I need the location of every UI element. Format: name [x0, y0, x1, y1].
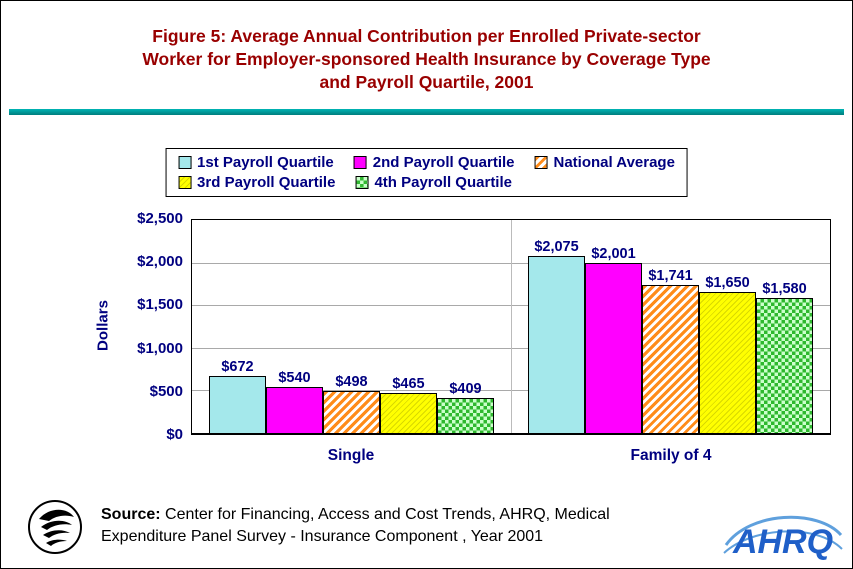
bar-4th-payroll-quartile: [756, 298, 813, 433]
source-line2: Expenditure Panel Survey - Insurance Com…: [101, 528, 544, 545]
legend-label: 4th Payroll Quartile: [374, 174, 512, 191]
legend-swatch-national-average: [534, 156, 548, 169]
y-tick-1000: $1,000: [137, 339, 183, 357]
y-tick-2000: $2,000: [137, 253, 183, 271]
bar-wrap-single-1: $672: [209, 220, 266, 433]
figure-title: Figure 5: Average Annual Contribution pe…: [1, 25, 852, 94]
bar-wrap-family-of-4-5: $1,580: [756, 220, 813, 433]
legend-row-2: 3rd Payroll Quartile 4th Payroll Quartil…: [178, 174, 675, 191]
legend-label: 2nd Payroll Quartile: [372, 154, 515, 171]
source-label: Source:: [101, 506, 161, 523]
category-divider-line: [511, 220, 512, 433]
bar-2nd-payroll-quartile: [585, 262, 642, 433]
legend-item-1st-quartile: 1st Payroll Quartile: [178, 154, 334, 171]
title-divider-rule: [9, 109, 844, 115]
bar-national-average: [323, 390, 380, 433]
bar-1st-payroll-quartile: [209, 375, 266, 433]
legend-swatch-2nd-quartile: [353, 156, 367, 169]
y-tick-0: $0: [166, 426, 183, 443]
category-label-single: Single: [327, 447, 375, 464]
y-tick-2500: $2,500: [137, 210, 183, 227]
bar-value-label: $1,650: [705, 275, 750, 292]
legend-swatch-3rd-quartile: [178, 176, 192, 189]
bar-group-1: $2,075 $2,001 $1,741 $1,650 $1,580: [511, 220, 830, 433]
bar-value-label: $465: [392, 376, 425, 393]
bar-4th-payroll-quartile: [437, 398, 494, 433]
legend-swatch-4th-quartile: [355, 176, 369, 189]
hhs-logo: [27, 497, 83, 562]
bar-value-label: $672: [221, 358, 254, 375]
bar-3rd-payroll-quartile: [699, 292, 756, 433]
legend-row-1: 1st Payroll Quartile 2nd Payroll Quartil…: [178, 154, 675, 171]
ahrq-logo-text: AHRQ: [732, 523, 833, 561]
legend-item-4th-quartile: 4th Payroll Quartile: [355, 174, 512, 191]
plot-area: $672 $540 $498 $465 $409 $2,075 $2,001 $1,741 $…: [191, 219, 831, 435]
bar-value-label: $498: [335, 373, 368, 390]
legend-label: 3rd Payroll Quartile: [197, 174, 336, 191]
y-axis-tick-labels: $2,500 $2,000 $1,500 $1,000 $500 $0: [109, 211, 183, 443]
bar-wrap-family-of-4-2: $2,001: [585, 220, 642, 433]
bar-group-0: $672 $540 $498 $465 $409: [192, 220, 511, 433]
bar-wrap-family-of-4-4: $1,650: [699, 220, 756, 433]
chart-legend: 1st Payroll Quartile 2nd Payroll Quartil…: [165, 148, 688, 197]
bar-value-label: $1,741: [648, 267, 693, 284]
bar-value-label: $1,580: [762, 281, 807, 298]
bar-3rd-payroll-quartile: [380, 393, 437, 433]
bar-2nd-payroll-quartile: [266, 387, 323, 433]
category-label-family-of-4: Family of 4: [630, 447, 712, 464]
y-tick-1500: $1,500: [137, 296, 183, 314]
bar-wrap-single-2: $540: [266, 220, 323, 433]
legend-item-national-average: National Average: [534, 154, 675, 171]
bar-value-label: $2,001: [591, 245, 636, 262]
bar-1st-payroll-quartile: [528, 256, 585, 433]
bar-wrap-single-3: $498: [323, 220, 380, 433]
bar-wrap-single-4: $465: [380, 220, 437, 433]
figure-title-line1: Figure 5: Average Annual Contribution pe…: [152, 26, 701, 46]
bar-value-label: $2,075: [534, 239, 579, 256]
bar-national-average: [642, 284, 699, 433]
source-line1: Center for Financing, Access and Cost Tr…: [160, 506, 610, 523]
bar-wrap-single-5: $409: [437, 220, 494, 433]
bar-value-label: $409: [449, 381, 482, 398]
bar-wrap-family-of-4-1: $2,075: [528, 220, 585, 433]
figure-title-line3: and Payroll Quartile, 2001: [319, 72, 534, 92]
figure-title-line2: Worker for Employer-sponsored Health Ins…: [142, 49, 711, 69]
legend-label: 1st Payroll Quartile: [197, 154, 334, 171]
legend-item-2nd-quartile: 2nd Payroll Quartile: [353, 154, 515, 171]
y-tick-500: $500: [149, 382, 183, 400]
bar-wrap-family-of-4-3: $1,741: [642, 220, 699, 433]
ahrq-logo: AHRQ: [722, 509, 844, 566]
legend-item-3rd-quartile: 3rd Payroll Quartile: [178, 174, 335, 191]
source-note: Source: Center for Financing, Access and…: [101, 504, 701, 548]
bar-value-label: $540: [278, 370, 311, 386]
legend-label: National Average: [553, 154, 675, 171]
legend-swatch-1st-quartile: [178, 156, 192, 169]
